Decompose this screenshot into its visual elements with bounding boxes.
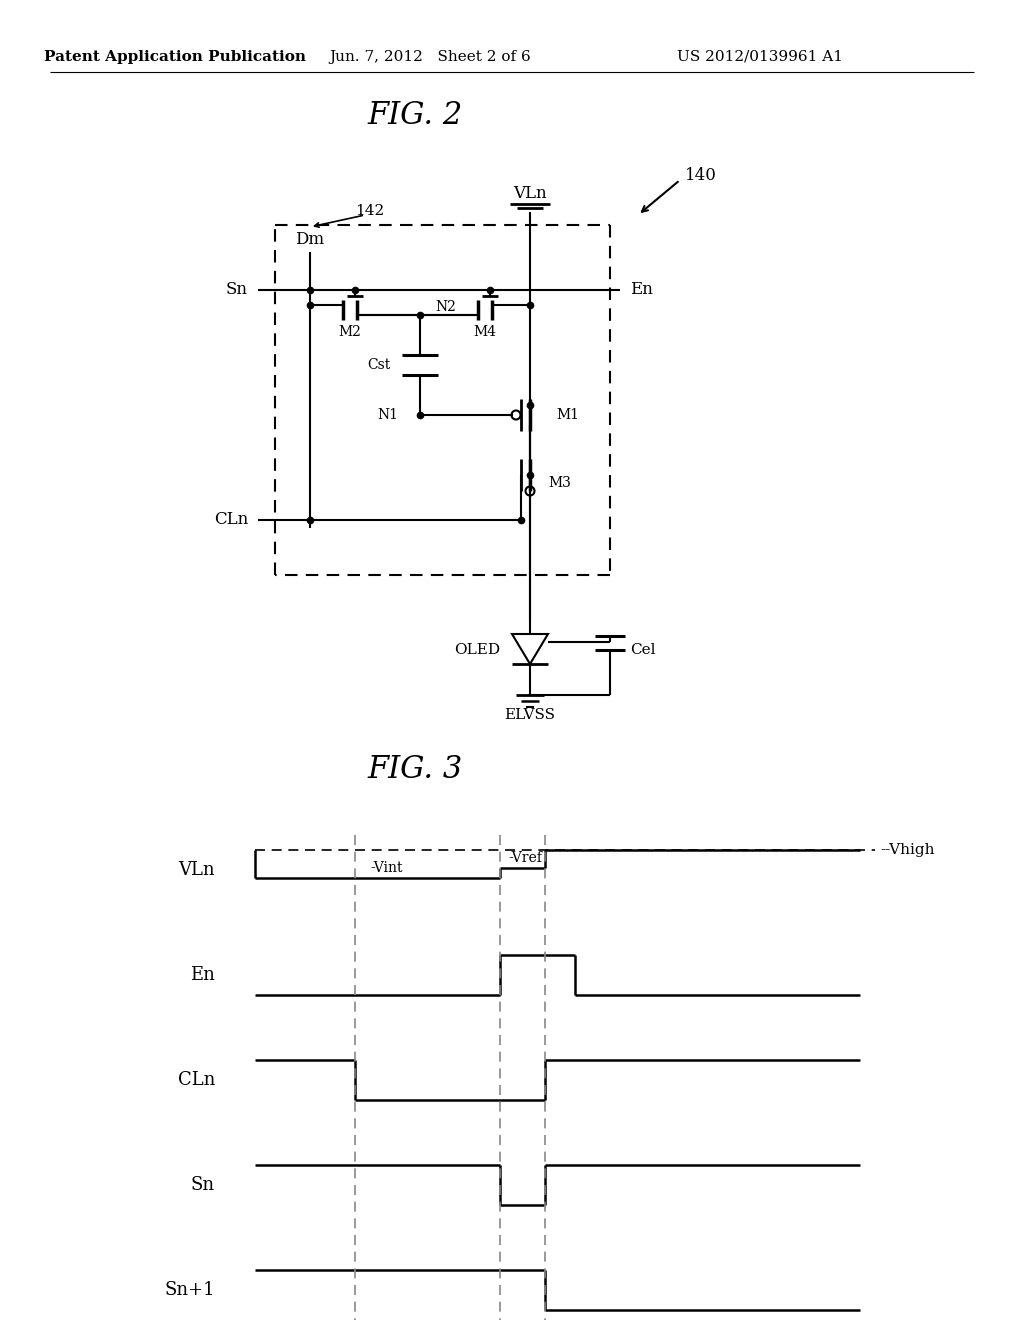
Text: Sn: Sn — [226, 281, 248, 298]
Text: --Vhigh: --Vhigh — [880, 843, 935, 857]
Text: M4: M4 — [473, 325, 497, 339]
Text: Sn+1: Sn+1 — [165, 1280, 215, 1299]
Text: FIG. 3: FIG. 3 — [368, 755, 463, 785]
Text: 142: 142 — [355, 205, 385, 218]
Text: M3: M3 — [548, 477, 570, 490]
Text: CLn: CLn — [214, 511, 248, 528]
Text: CLn: CLn — [177, 1071, 215, 1089]
Text: Patent Application Publication: Patent Application Publication — [44, 50, 306, 63]
Text: M1: M1 — [556, 408, 579, 422]
Text: En: En — [630, 281, 653, 298]
Text: Cst: Cst — [367, 358, 390, 372]
Text: M2: M2 — [339, 325, 361, 339]
Text: VLn: VLn — [178, 861, 215, 879]
Text: Cel: Cel — [630, 643, 655, 657]
Text: ELVSS: ELVSS — [505, 708, 555, 722]
Text: Jun. 7, 2012   Sheet 2 of 6: Jun. 7, 2012 Sheet 2 of 6 — [329, 50, 530, 63]
Text: Sn: Sn — [190, 1176, 215, 1195]
Text: VLn: VLn — [513, 185, 547, 202]
Text: -Vint: -Vint — [370, 861, 402, 875]
Text: En: En — [190, 966, 215, 983]
Text: 140: 140 — [685, 166, 717, 183]
Text: US 2012/0139961 A1: US 2012/0139961 A1 — [677, 50, 843, 63]
Text: OLED: OLED — [454, 643, 500, 657]
Text: N1: N1 — [377, 408, 398, 422]
Text: -Vref: -Vref — [508, 851, 542, 865]
Text: Dm: Dm — [296, 231, 325, 248]
Text: FIG. 2: FIG. 2 — [368, 99, 463, 131]
Text: N2: N2 — [435, 300, 456, 314]
